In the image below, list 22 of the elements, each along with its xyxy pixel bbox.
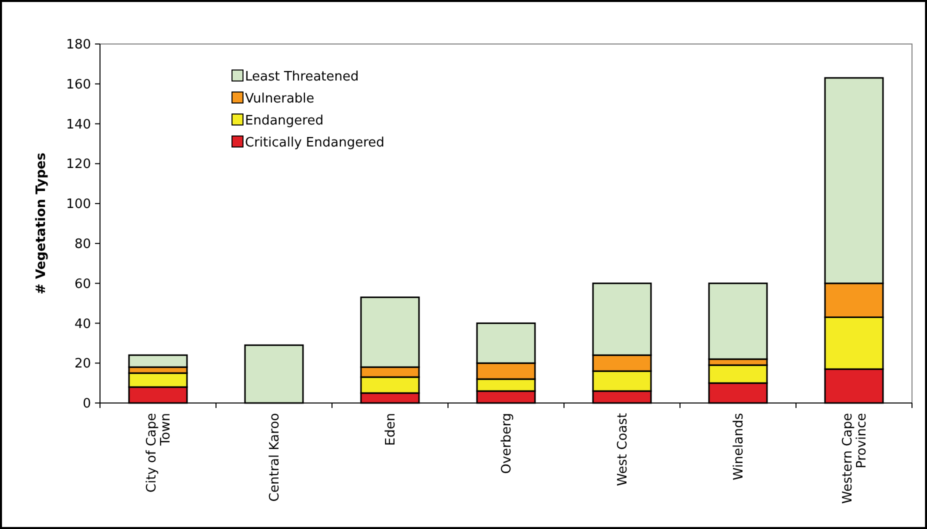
y-tick-label: 120: [66, 157, 91, 172]
legend-label: Critically Endangered: [245, 136, 384, 151]
x-tick-label: Overberg: [500, 413, 515, 474]
x-tick-label: West Coast: [616, 413, 631, 486]
x-tick-label: Eden: [384, 413, 399, 446]
legend-label: Vulnerable: [245, 92, 314, 107]
x-tick-label: Western Cape Province: [840, 413, 870, 504]
y-tick-label: 160: [66, 77, 91, 92]
y-tick-label: 20: [74, 356, 91, 372]
legend-label: Least Threatened: [245, 70, 359, 85]
x-tick-label: City of Cape Town: [144, 413, 174, 493]
y-tick-label: 60: [74, 276, 91, 292]
y-tick-label: 0: [82, 396, 91, 412]
legend-label: Endangered: [245, 114, 324, 129]
y-axis-title: # Vegetation Types: [34, 152, 49, 294]
x-tick-label: Winelands: [732, 412, 747, 480]
x-tick-label: Central Karoo: [268, 412, 283, 502]
y-tick-label: 100: [66, 197, 91, 212]
y-tick-label: 180: [66, 38, 91, 53]
y-tick-label: 80: [74, 236, 91, 252]
y-tick-label: 140: [66, 117, 91, 132]
y-tick-label: 40: [74, 316, 91, 332]
